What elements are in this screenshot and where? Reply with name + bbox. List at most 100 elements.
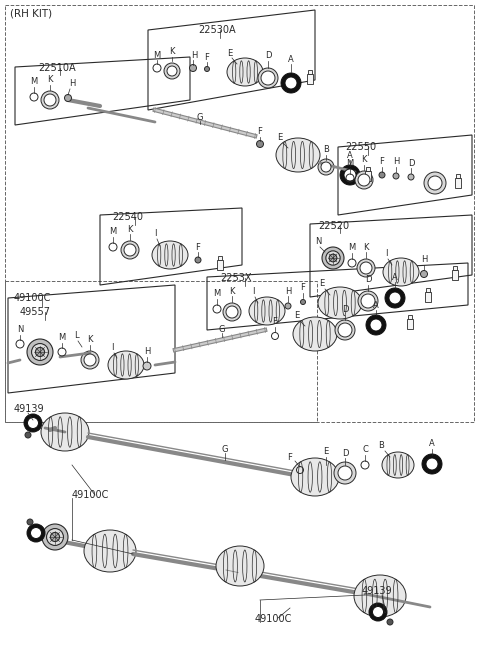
Circle shape xyxy=(387,619,393,625)
Ellipse shape xyxy=(152,241,188,269)
Text: 49557: 49557 xyxy=(20,307,51,317)
Circle shape xyxy=(426,458,438,470)
Circle shape xyxy=(124,244,136,256)
Bar xyxy=(217,260,223,270)
Text: 22550: 22550 xyxy=(345,142,376,152)
Circle shape xyxy=(27,519,33,525)
Circle shape xyxy=(408,174,414,180)
Circle shape xyxy=(190,64,196,72)
Circle shape xyxy=(329,254,337,262)
Circle shape xyxy=(36,348,45,357)
Text: F: F xyxy=(273,318,277,327)
Bar xyxy=(5,5,474,422)
Text: 49139: 49139 xyxy=(362,586,393,596)
Circle shape xyxy=(335,320,355,340)
Text: K: K xyxy=(47,75,53,85)
Text: H: H xyxy=(191,51,197,60)
Bar xyxy=(365,171,371,180)
Circle shape xyxy=(27,524,45,542)
Text: A: A xyxy=(373,300,379,310)
Text: A: A xyxy=(347,150,353,159)
Ellipse shape xyxy=(293,317,337,351)
Text: N: N xyxy=(17,325,23,335)
Circle shape xyxy=(261,71,275,85)
Circle shape xyxy=(385,288,405,308)
Circle shape xyxy=(285,77,297,89)
Circle shape xyxy=(285,303,291,309)
Circle shape xyxy=(357,259,375,277)
Text: K: K xyxy=(87,335,93,344)
Circle shape xyxy=(223,303,241,321)
Bar xyxy=(307,73,313,83)
Ellipse shape xyxy=(84,530,136,572)
Text: E: E xyxy=(319,279,324,289)
Text: K: K xyxy=(363,243,369,251)
Text: 49139: 49139 xyxy=(14,404,45,414)
Text: F: F xyxy=(195,243,201,251)
Circle shape xyxy=(81,351,99,369)
Text: I: I xyxy=(154,230,156,239)
Circle shape xyxy=(326,251,340,265)
Text: L: L xyxy=(74,331,78,340)
Text: F: F xyxy=(204,52,209,62)
Text: 2253X: 2253X xyxy=(220,273,252,283)
Bar xyxy=(366,167,370,171)
Circle shape xyxy=(361,294,375,308)
Circle shape xyxy=(420,270,428,277)
Text: G: G xyxy=(219,325,225,333)
Ellipse shape xyxy=(354,575,406,617)
Circle shape xyxy=(360,262,372,274)
Text: F: F xyxy=(258,127,263,136)
Circle shape xyxy=(44,94,56,106)
Text: K: K xyxy=(229,287,235,295)
Text: A: A xyxy=(288,54,294,64)
Bar xyxy=(453,266,457,270)
Circle shape xyxy=(370,319,382,331)
Text: E: E xyxy=(294,312,300,321)
Text: B: B xyxy=(378,441,384,451)
Text: D: D xyxy=(265,52,271,60)
Bar xyxy=(407,319,413,329)
Circle shape xyxy=(344,169,356,181)
Circle shape xyxy=(84,354,96,366)
Circle shape xyxy=(32,344,48,360)
Circle shape xyxy=(164,63,180,79)
Circle shape xyxy=(428,176,442,190)
Circle shape xyxy=(27,339,53,365)
Bar xyxy=(456,174,460,178)
Text: E: E xyxy=(277,134,283,142)
Text: G: G xyxy=(197,113,203,123)
Circle shape xyxy=(318,159,334,175)
Circle shape xyxy=(226,306,238,318)
Text: H: H xyxy=(69,79,75,89)
Circle shape xyxy=(322,247,344,269)
Circle shape xyxy=(42,524,68,550)
Circle shape xyxy=(167,66,177,76)
Text: G: G xyxy=(222,445,228,453)
Text: M: M xyxy=(348,243,356,253)
Text: 22520: 22520 xyxy=(318,221,349,231)
Circle shape xyxy=(300,300,305,304)
Text: M: M xyxy=(30,77,37,87)
Circle shape xyxy=(50,533,60,542)
Circle shape xyxy=(372,607,384,617)
Circle shape xyxy=(422,454,442,474)
Circle shape xyxy=(258,68,278,88)
Text: D: D xyxy=(342,306,348,314)
Text: E: E xyxy=(228,49,233,58)
Circle shape xyxy=(31,527,41,539)
Text: H: H xyxy=(285,287,291,295)
Ellipse shape xyxy=(227,58,263,86)
Bar xyxy=(452,270,458,279)
Circle shape xyxy=(204,66,209,72)
Text: F: F xyxy=(380,157,384,167)
Text: F: F xyxy=(288,453,292,462)
Bar xyxy=(426,287,430,292)
Ellipse shape xyxy=(382,452,414,478)
Circle shape xyxy=(424,172,446,194)
Text: A: A xyxy=(429,440,435,449)
Ellipse shape xyxy=(318,287,362,319)
Text: C: C xyxy=(362,445,368,455)
Text: H: H xyxy=(393,157,399,167)
Circle shape xyxy=(389,292,401,304)
